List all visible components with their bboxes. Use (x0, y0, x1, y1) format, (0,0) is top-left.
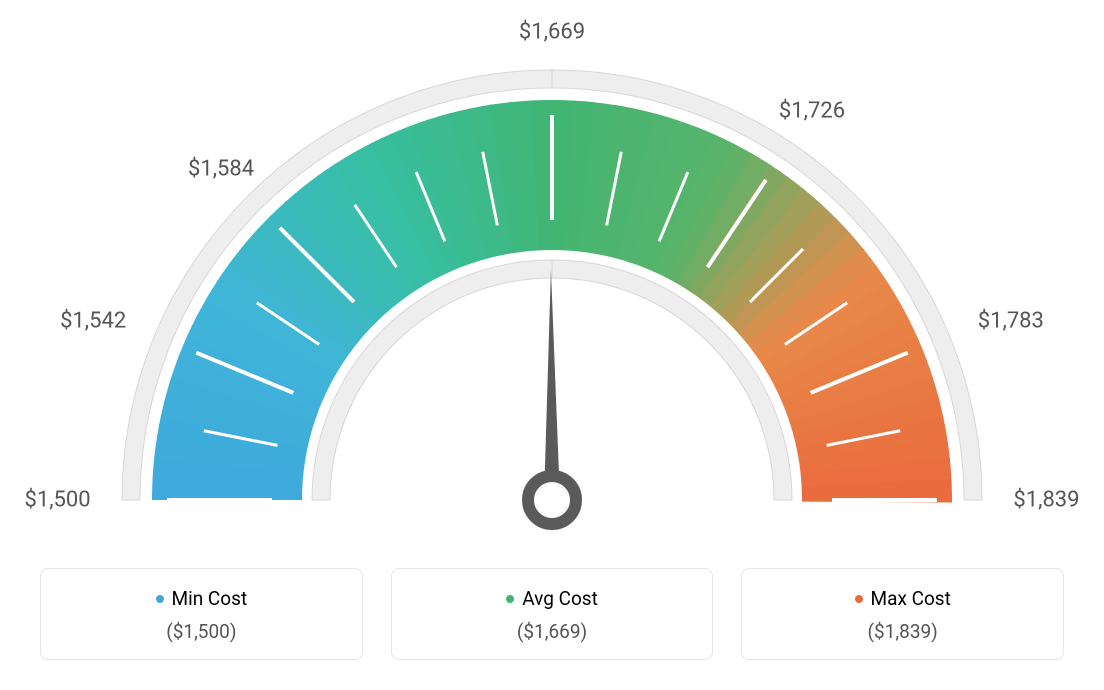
legend-avg-value: ($1,669) (412, 620, 693, 643)
cost-gauge-chart: $1,500 $1,542 $1,584 $1,669 $1,726 $1,783 $1,8… (0, 0, 1104, 690)
gauge-tick-label: $1,783 (978, 308, 1044, 333)
dot-icon (855, 595, 863, 603)
gauge-tick-label: $1,726 (779, 98, 845, 123)
legend-row: Min Cost ($1,500) Avg Cost ($1,669) Max … (40, 568, 1064, 660)
gauge-tick-label: $1,542 (60, 308, 126, 333)
legend-avg-label: Avg Cost (522, 587, 598, 610)
legend-min-title: Min Cost (156, 587, 248, 610)
gauge-tick-label: $1,839 (1013, 488, 1079, 513)
legend-avg: Avg Cost ($1,669) (391, 568, 714, 660)
gauge-svg (0, 0, 1104, 540)
legend-min-label: Min Cost (172, 587, 248, 610)
gauge-tick-label: $1,669 (519, 20, 585, 45)
legend-max-label: Max Cost (871, 587, 951, 610)
dot-icon (506, 595, 514, 603)
legend-min: Min Cost ($1,500) (40, 568, 363, 660)
dot-icon (156, 595, 164, 603)
legend-max-value: ($1,839) (762, 620, 1043, 643)
gauge-tick-label: $1,584 (188, 157, 254, 182)
gauge-needle-hub (528, 476, 576, 524)
legend-min-value: ($1,500) (61, 620, 342, 643)
legend-max-title: Max Cost (855, 587, 951, 610)
legend-max: Max Cost ($1,839) (741, 568, 1064, 660)
gauge-needle (544, 270, 560, 500)
legend-avg-title: Avg Cost (506, 587, 598, 610)
gauge-tick-label: $1,500 (24, 488, 90, 513)
gauge-area: $1,500 $1,542 $1,584 $1,669 $1,726 $1,783 $1,8… (0, 0, 1104, 540)
